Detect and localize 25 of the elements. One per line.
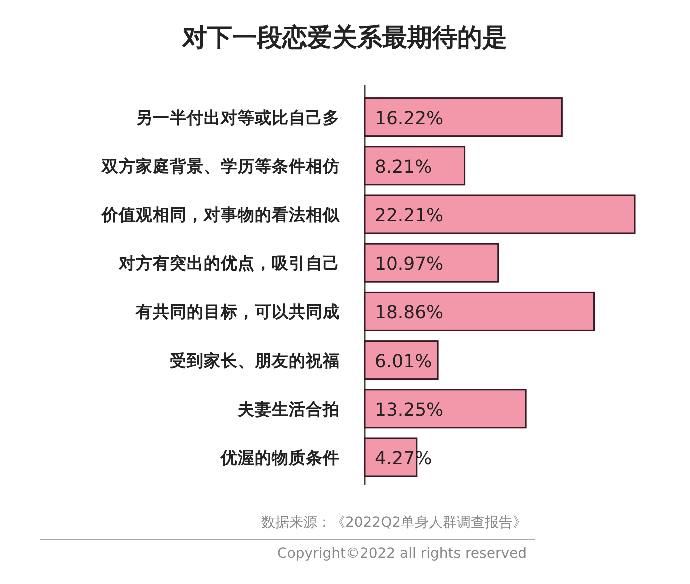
source-note: 数据来源：《2022Q2单身人群调查报告》 bbox=[261, 515, 527, 531]
bar bbox=[364, 292, 596, 332]
y-tick-label: 有共同的目标，可以共同成 bbox=[135, 302, 340, 322]
y-tick-label: 另一半付出对等或比自己多 bbox=[136, 108, 340, 128]
bar bbox=[364, 146, 466, 186]
y-tick-label: 双方家庭背景、学历等条件相仿 bbox=[101, 156, 340, 176]
data-label: 13.25% bbox=[375, 400, 444, 421]
y-tick-label: 价值观相同，对事物的看法相似 bbox=[101, 206, 341, 224]
bar bbox=[364, 98, 563, 138]
data-label: 8.21% bbox=[375, 156, 432, 178]
y-tick-label: 夫妻生活合拍 bbox=[237, 400, 340, 419]
y-tick-label: 优渥的物质条件 bbox=[220, 448, 340, 468]
bar bbox=[364, 340, 439, 380]
chart-title: 对下一段恋爱关系最期待的是 bbox=[182, 23, 508, 52]
bar bbox=[364, 389, 527, 429]
data-label: 18.86% bbox=[375, 302, 444, 324]
y-tick-label: 受到家长、朋友的祝福 bbox=[170, 351, 340, 370]
data-label: 22.21% bbox=[375, 206, 444, 226]
bar bbox=[364, 194, 636, 234]
y-tick-label: 对方有突出的优点，吸引自己 bbox=[118, 254, 340, 274]
data-label: 6.01% bbox=[375, 351, 432, 372]
bar bbox=[364, 243, 500, 283]
data-label: 10.97% bbox=[375, 254, 444, 276]
data-label: 16.22% bbox=[375, 108, 444, 130]
text: Copyright©2022 all rights reserved bbox=[278, 546, 527, 562]
